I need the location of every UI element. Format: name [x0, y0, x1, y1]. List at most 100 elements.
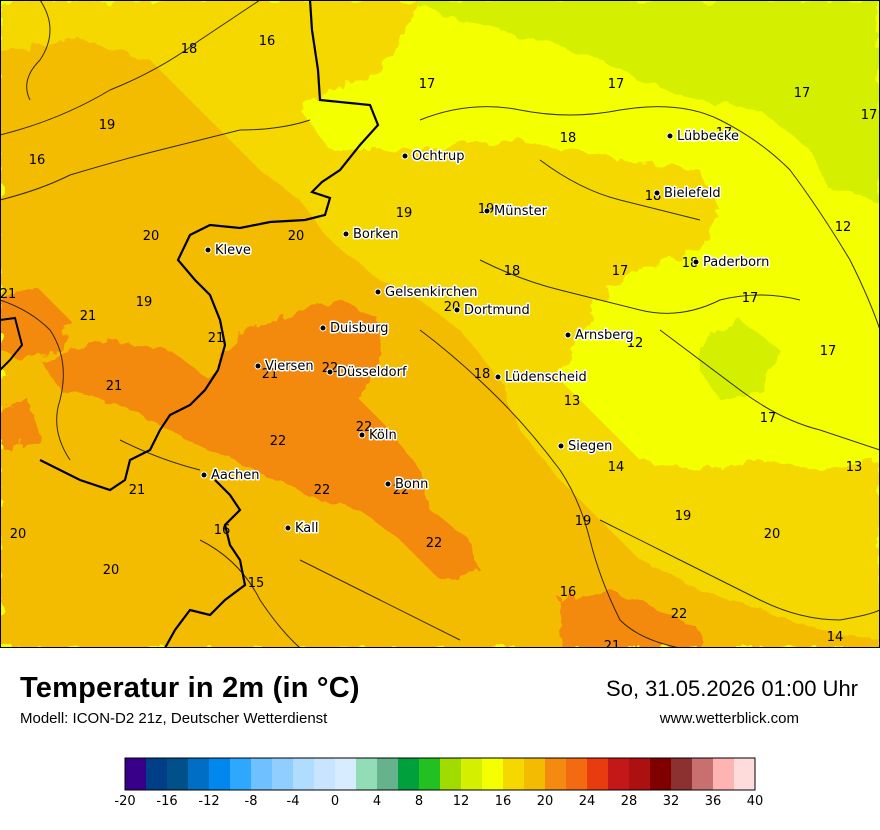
city-label: Duisburg: [330, 321, 389, 336]
zone-22-24-core: [40, 300, 480, 580]
city-label: Lübbecke: [677, 129, 739, 144]
legend-swatch: [503, 758, 525, 790]
legend-swatch: [524, 758, 546, 790]
zone-22-24-left: [0, 400, 40, 450]
temperature-labels: 1816171717171918161718192020191218171821…: [0, 34, 877, 648]
temperature-value-label: 18: [504, 264, 521, 279]
legend-swatch: [377, 758, 399, 790]
legend-swatch: [545, 758, 567, 790]
color-legend: -20 -16 -12 -8 -4 0 4 8 12 16 20 24 28 32 36 40: [114, 757, 764, 809]
city-label: Dortmund: [464, 303, 530, 318]
temperature-value-label: 16: [214, 523, 231, 538]
city-label: Siegen: [568, 439, 612, 454]
legend-swatch: [608, 758, 630, 790]
temperature-value-label: 20: [10, 527, 27, 542]
legend-swatch: [125, 758, 147, 790]
city-label: Paderborn: [703, 255, 769, 270]
temperature-value-label: 13: [564, 394, 581, 409]
legend-frame: [124, 757, 756, 791]
legend-tick-label: 36: [705, 794, 722, 809]
city-label: Viersen: [265, 359, 314, 374]
city-label: Borken: [353, 227, 399, 242]
temperature-value-label: 17: [716, 126, 733, 141]
temperature-value-label: 20: [103, 563, 120, 578]
temperature-value-label: 16: [560, 585, 577, 600]
temperature-value-label: 21: [129, 483, 146, 498]
temperature-value-label: 21: [80, 309, 97, 324]
temperature-value-label: 13: [846, 460, 863, 475]
legend-tick-label: 32: [663, 794, 680, 809]
legend-swatch: [629, 758, 651, 790]
legend-swatch: [356, 758, 378, 790]
legend-swatch: [587, 758, 609, 790]
legend-tick-label: -16: [156, 794, 177, 809]
temperature-value-label: 17: [760, 411, 777, 426]
city-dot: [453, 306, 461, 314]
temperature-value-label: 17: [608, 77, 625, 92]
city-label: Bonn: [395, 477, 428, 492]
chart-title: Temperatur in 2m (in °C): [20, 672, 360, 704]
temperature-value-label: 22: [356, 420, 373, 435]
temperature-value-label: 20: [288, 229, 305, 244]
temperature-value-label: 19: [99, 118, 116, 133]
city-kall: Kall: [284, 520, 320, 538]
city-dot: [557, 442, 565, 450]
city-dot: [384, 480, 392, 488]
city-dot: [200, 471, 208, 479]
city-köln: Köln: [358, 427, 398, 445]
zone-12-14-east: [700, 320, 780, 400]
city-dot: [483, 207, 491, 215]
city-dot: [204, 246, 212, 254]
legend-swatch: [146, 758, 168, 790]
city-dot: [374, 288, 382, 296]
legend-swatch: [314, 758, 336, 790]
legend-swatch: [650, 758, 672, 790]
city-dot: [358, 431, 366, 439]
city-lüdenscheid: Lüdenscheid: [494, 369, 588, 387]
temperature-value-label: 22: [270, 434, 287, 449]
legend-tick-label: -12: [198, 794, 219, 809]
legend-swatch: [251, 758, 273, 790]
legend-swatch: [398, 758, 420, 790]
footer: Temperatur in 2m (in °C) Modell: ICON-D2…: [0, 648, 880, 830]
city-label: Gelsenkirchen: [385, 285, 478, 300]
city-aachen: Aachen: [200, 467, 261, 485]
temperature-value-label: 16: [259, 34, 276, 49]
temperature-value-label: 12: [835, 220, 852, 235]
legend-tick-label: 40: [747, 794, 764, 809]
website-link[interactable]: www.wetterblick.com: [659, 710, 799, 727]
temperature-value-label: 18: [474, 367, 491, 382]
city-dot: [653, 189, 661, 197]
legend-tick-label: 24: [579, 794, 596, 809]
temperature-value-label: 17: [742, 291, 759, 306]
forecast-datetime: So, 31.05.2026 01:00 Uhr: [606, 676, 858, 701]
temperature-value-label: 14: [827, 630, 844, 645]
city-dot: [494, 373, 502, 381]
temperature-map: 1816171717171918161718192020191218171821…: [0, 0, 880, 648]
legend-swatch: [230, 758, 252, 790]
city-label: Aachen: [211, 468, 259, 483]
legend-tick-label: 4: [373, 794, 381, 809]
city-label: Düsseldorf: [337, 365, 407, 380]
temperature-value-label: 22: [314, 483, 331, 498]
temperature-value-label: 21: [106, 379, 123, 394]
temperature-value-label: 17: [794, 86, 811, 101]
legend-swatch: [419, 758, 441, 790]
temperature-value-label: 20: [764, 527, 781, 542]
temperature-value-label: 12: [627, 336, 644, 351]
legend-tick-label: 0: [331, 794, 339, 809]
city-markers: Lübbecke Ochtrup Bielefeld Münster Kleve Bork…: [200, 128, 771, 538]
city-münster: Münster: [483, 203, 549, 221]
legend-swatch: [167, 758, 189, 790]
temperature-value-label: 17: [419, 77, 436, 92]
legend-swatch: [272, 758, 294, 790]
temperature-value-label: 20: [143, 229, 160, 244]
temperature-value-label: 19: [136, 295, 153, 310]
temperature-value-label: 14: [608, 460, 625, 475]
legend-swatch: [713, 758, 735, 790]
city-dot: [692, 258, 700, 266]
city-siegen: Siegen: [557, 438, 614, 456]
temperature-value-label: 17: [612, 264, 629, 279]
temperature-value-label: 22: [426, 536, 443, 551]
city-bielefeld: Bielefeld: [653, 185, 722, 203]
